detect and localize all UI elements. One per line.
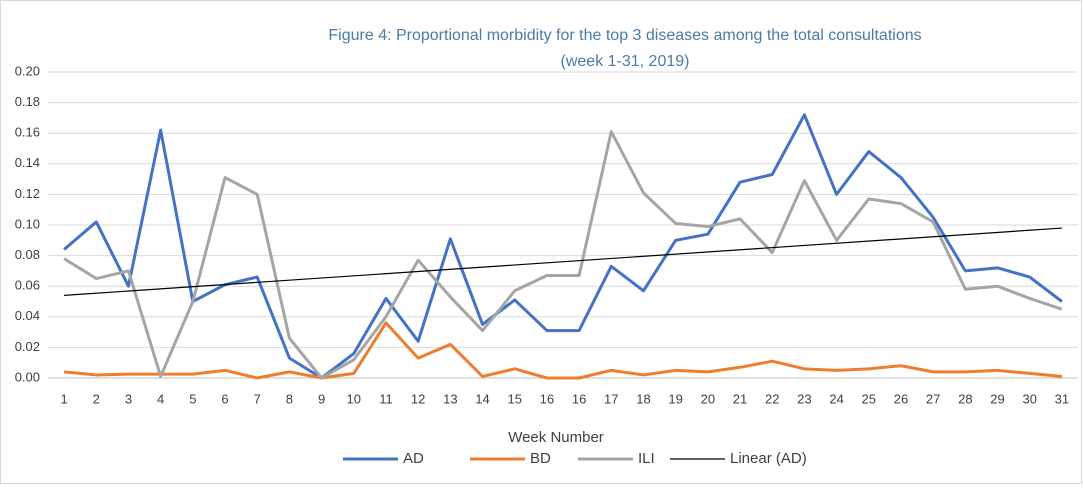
x-axis-label: Week Number: [508, 429, 604, 446]
y-tick-label: 0.16: [15, 125, 40, 140]
x-tick-label: 25: [862, 391, 876, 406]
x-tick-label: 16: [540, 391, 554, 406]
x-tick-label: 15: [507, 391, 521, 406]
x-tick-label: 26: [894, 391, 908, 406]
x-tick-label: 14: [475, 391, 489, 406]
y-tick-label: 0.08: [15, 247, 40, 262]
trend-line: [64, 227, 1062, 296]
y-tick-label: 0.18: [15, 94, 40, 109]
x-tick-label: 17: [604, 391, 618, 406]
y-tick-label: 0.10: [15, 216, 40, 231]
x-tick-label: 21: [733, 391, 747, 406]
x-tick-label: 3: [125, 391, 132, 406]
x-tick-label: 20: [701, 391, 715, 406]
y-tick-label: 0.04: [15, 308, 40, 323]
x-tick-label: 24: [829, 391, 843, 406]
x-tick-label: 4: [157, 391, 164, 406]
data-line: [63, 321, 1063, 380]
x-tick-label: 7: [254, 391, 261, 406]
x-tick-label: 6: [221, 391, 228, 406]
y-tick-label: 0.02: [15, 339, 40, 354]
x-tick-label: 11: [379, 391, 393, 406]
x-tick-label: 13: [443, 391, 457, 406]
legend-label: AD: [403, 450, 424, 467]
chart-title: Figure 4: Proportional morbidity for the…: [328, 27, 921, 44]
x-tick-label: 10: [347, 391, 361, 406]
x-tick-label: 5: [189, 391, 196, 406]
y-tick-label: 0.14: [15, 155, 40, 170]
data-line: [63, 113, 1063, 380]
x-tick-label: 23: [797, 391, 811, 406]
x-tick-label: 19: [668, 391, 682, 406]
y-tick-label: 0.20: [15, 63, 40, 78]
x-tick-label: 31: [1055, 391, 1069, 406]
legend-label: Linear (AD): [730, 450, 807, 467]
x-tick-label: 27: [926, 391, 940, 406]
y-tick-label: 0.12: [15, 186, 40, 201]
x-tick-label: 28: [958, 391, 972, 406]
x-tick-label: 29: [990, 391, 1004, 406]
x-tick-label: 2: [93, 391, 100, 406]
y-tick-label: 0.00: [15, 369, 40, 384]
x-tick-label: 16: [572, 391, 586, 406]
x-tick-label: 9: [318, 391, 325, 406]
x-tick-label: 30: [1022, 391, 1036, 406]
y-tick-label: 0.06: [15, 278, 40, 293]
legend-label: ILI: [638, 450, 655, 467]
data-line: [63, 130, 1063, 380]
x-tick-label: 1: [60, 391, 67, 406]
x-tick-label: 22: [765, 391, 779, 406]
legend-label: BD: [530, 450, 551, 467]
x-tick-label: 18: [636, 391, 650, 406]
chart-subtitle: (week 1-31, 2019): [561, 53, 690, 70]
x-tick-label: 8: [286, 391, 293, 406]
x-tick-label: 12: [411, 391, 425, 406]
